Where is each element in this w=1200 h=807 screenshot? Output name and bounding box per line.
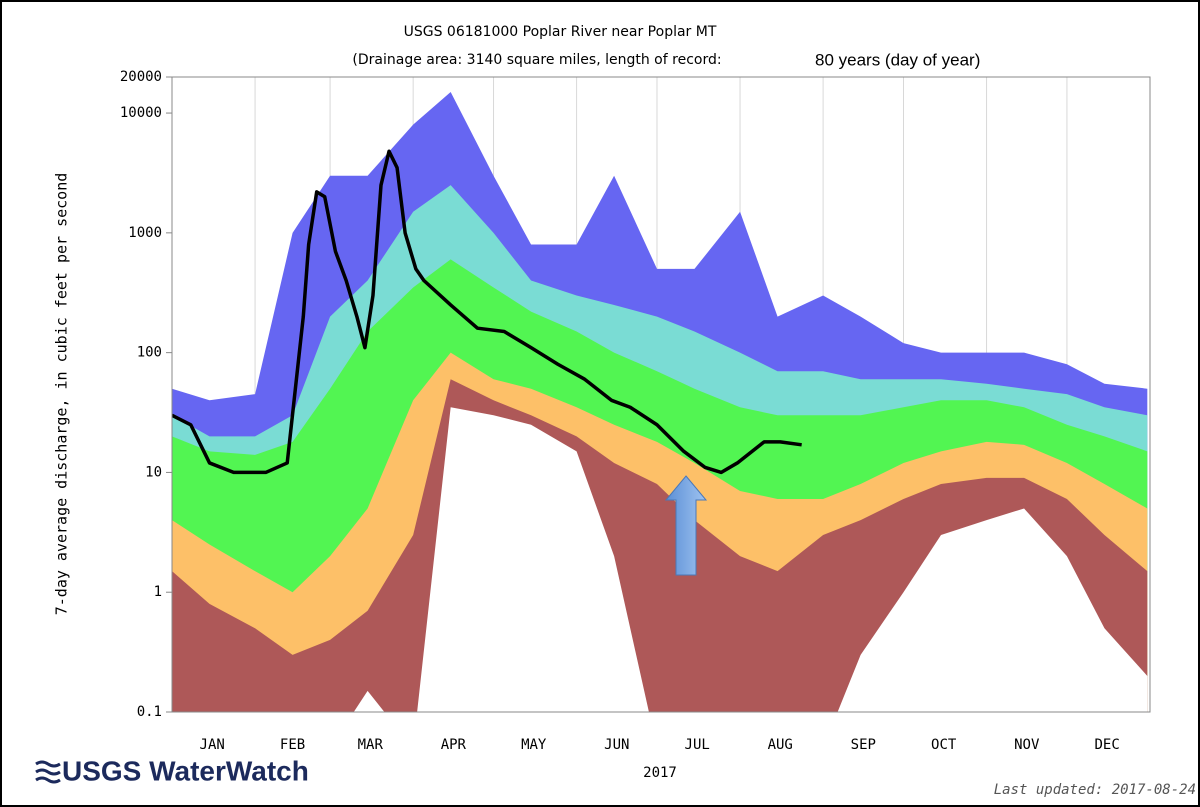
logo-icon <box>35 760 61 784</box>
y-tick-label: 10 <box>145 464 162 480</box>
plot-area <box>172 91 1148 712</box>
x-axis-label: 2017 <box>643 765 677 781</box>
annotation: 80 years (day of year) <box>815 50 980 69</box>
y-tick-label: 1 <box>154 584 162 600</box>
x-tick-label: JUL <box>685 737 710 753</box>
y-tick-label: 100 <box>137 345 162 361</box>
x-tick-label: FEB <box>280 737 305 753</box>
logo: USGS WaterWatch <box>62 755 309 786</box>
axes: 0.1 1 10 100 1000 10000 20000 JAN FEB MAR APR MAY JU… <box>120 69 1120 753</box>
x-tick-label: SEP <box>851 737 876 753</box>
annotation-box <box>800 44 1030 74</box>
x-tick-label: MAR <box>358 737 384 753</box>
y-tick-label: 20000 <box>120 69 162 85</box>
x-tick-label: JUN <box>604 737 629 753</box>
y-axis-label: 7-day average discharge, in cubic feet p… <box>53 173 71 616</box>
x-tick-label: DEC <box>1094 737 1119 753</box>
y-tick-label: 1000 <box>128 225 162 241</box>
chart-subtitle: (Drainage area: 3140 square miles, lengt… <box>352 52 721 68</box>
x-tick-label: OCT <box>931 737 957 753</box>
x-tick-label: MAY <box>521 737 547 753</box>
y-tick-label: 10000 <box>120 105 162 121</box>
x-tick-label: APR <box>441 737 467 753</box>
arrow <box>664 475 708 576</box>
y-tick-label: 0.1 <box>137 704 162 720</box>
x-tick-label: JAN <box>200 737 225 753</box>
plot-frame <box>171 76 1151 713</box>
x-tick-label: NOV <box>1014 737 1040 753</box>
last-updated: Last updated: 2017-08-24 <box>994 782 1196 798</box>
chart-title: USGS 06181000 Poplar River near Poplar M… <box>404 24 717 40</box>
percentile-band <box>353 407 1148 712</box>
x-tick-label: AUG <box>768 737 793 753</box>
discharge-line <box>172 149 802 475</box>
